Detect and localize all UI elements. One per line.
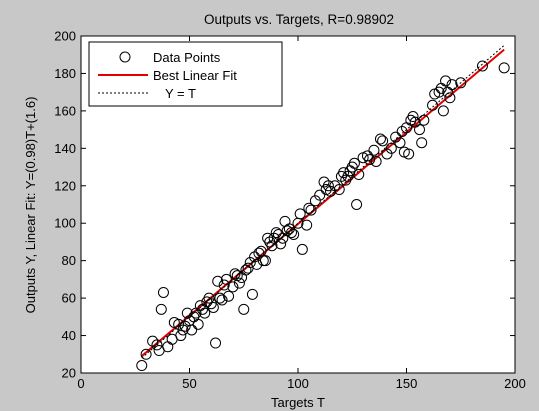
x-tick-label: 200 [504,376,526,391]
data-point [368,144,380,156]
data-point [207,301,219,313]
data-point [270,227,282,239]
data-point [140,348,152,360]
data-point [476,60,488,72]
data-point [374,133,386,145]
data-point [229,268,241,280]
data-point [233,277,245,289]
y-tick-label: 160 [54,103,76,118]
data-point [136,360,148,372]
data-point [296,243,308,255]
data-point [309,195,321,207]
legend: Data Points Best Linear Fit Y = T [88,41,283,107]
data-point [181,307,193,319]
data-point [385,142,397,154]
data-point [216,294,228,306]
data-point [342,170,354,182]
x-tick-label: 100 [287,376,309,391]
data-point [364,154,376,166]
y-tick-label: 40 [62,328,76,343]
data-point [246,288,258,300]
chart-title: Outputs vs. Targets, R=0.98902 [204,12,394,27]
y-tick-label: 120 [54,178,76,193]
axis-tick-labels: 0 50 100 150 200 20 40 60 80 100 120 140 160 180 200 [54,29,526,392]
data-point [157,286,169,298]
data-point [186,324,198,336]
data-point [199,307,211,319]
data-point [416,137,428,149]
data-point [266,240,278,252]
data-point [377,135,389,147]
y-tick-label: 60 [62,291,76,306]
data-point [214,292,226,304]
data-point [390,131,402,143]
y-tick-label: 200 [54,29,76,44]
legend-marker-data-points [119,51,131,63]
data-point [322,180,334,192]
legend-label-best-linear-fit: Best Linear Fit [153,68,237,83]
data-point [427,99,439,111]
data-point [437,105,449,117]
data-point [394,137,406,149]
data-point [218,279,230,291]
legend-label-data-points: Data Points [153,50,221,65]
data-point [314,189,326,201]
data-point [238,303,250,315]
data-point [446,79,458,91]
data-point [498,62,510,74]
data-point [301,219,313,231]
data-point [285,227,297,239]
data-point [444,92,456,104]
x-tick-label: 50 [182,376,196,391]
data-point [414,124,426,136]
data-point [223,290,235,302]
data-point [179,320,191,332]
data-point [403,148,415,160]
data-point [192,318,204,330]
data-point [303,202,315,214]
data-point [294,208,306,220]
data-point [348,157,360,169]
data-point [212,275,224,287]
data-point [440,75,452,87]
data-point [305,204,317,216]
data-point [351,199,363,210]
data-point [259,255,271,267]
x-tick-label: 0 [77,376,84,391]
data-point [155,303,167,315]
data-point [173,318,185,330]
data-point [325,185,337,197]
data-point [210,337,222,349]
data-point [370,155,382,167]
y-axis-label: Outputs Y, Linear Fit: Y=(0.98)T+(1.6) [23,97,38,314]
data-point [353,169,365,181]
y-tick-label: 180 [54,66,76,81]
y-tick-label: 100 [54,216,76,231]
data-point [175,330,187,342]
series-layer [136,44,510,372]
y-tick-label: 140 [54,141,76,156]
data-point [418,114,430,126]
data-point [407,111,419,123]
data-point [333,184,345,196]
axis-ticks [80,35,516,374]
data-point [381,148,393,160]
data-point [227,281,239,293]
data-point [288,228,300,240]
best-linear-fit-line [141,48,505,357]
data-point [244,257,256,269]
y-tick-label: 80 [62,253,76,268]
data-point [275,238,287,250]
data-point [455,77,467,89]
y-tick-label: 20 [62,366,76,381]
legend-label-identity: Y = T [165,86,196,101]
x-tick-label: 150 [396,376,418,391]
data-point [151,339,163,351]
data-point [220,273,232,285]
x-axis-label: Targets T [271,395,325,410]
data-point [203,292,215,304]
